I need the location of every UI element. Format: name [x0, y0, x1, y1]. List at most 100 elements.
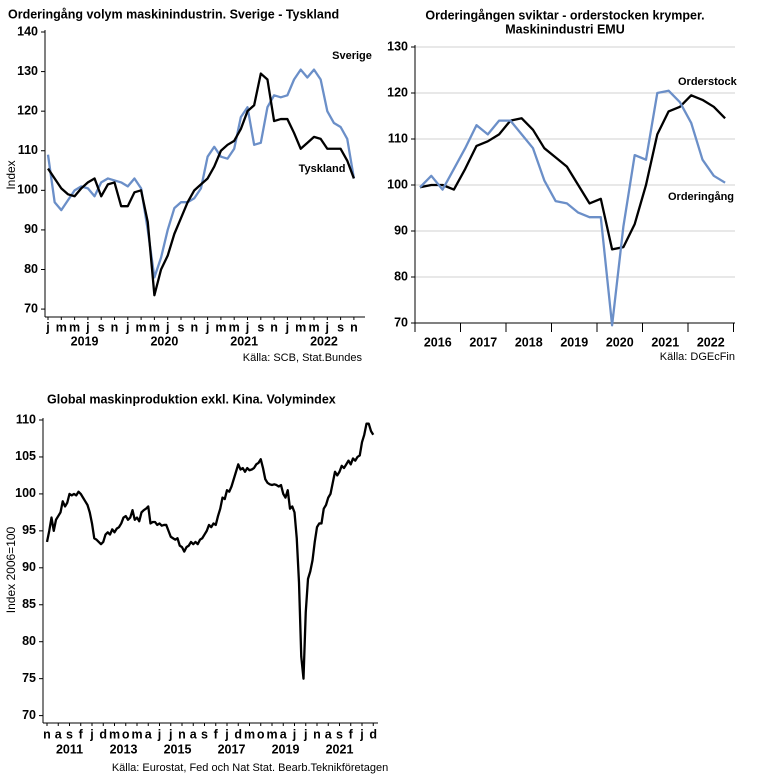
year-label: 2011	[56, 742, 83, 756]
year-label: 2018	[515, 335, 543, 349]
y-tick-label: 70	[24, 301, 38, 315]
x-tick-label: n	[350, 320, 358, 334]
y-tick-label: 100	[15, 486, 36, 500]
year-label: 2016	[424, 335, 452, 349]
y-tick-label: 100	[17, 183, 38, 197]
y-tick-label: 70	[394, 315, 408, 329]
x-tick-label: s	[201, 727, 208, 741]
x-tick-label: a	[280, 727, 288, 741]
x-tick-label: s	[336, 727, 343, 741]
x-tick-label: j	[359, 727, 363, 741]
x-tick-label: d	[234, 727, 242, 741]
year-label: 2013	[110, 742, 138, 756]
x-tick-label: j	[125, 320, 129, 334]
x-tick-label: j	[325, 320, 329, 334]
series-label: Tyskland	[299, 163, 346, 175]
series-line	[45, 422, 375, 680]
x-tick-label: j	[285, 320, 289, 334]
y-tick-label: 110	[16, 412, 36, 426]
year-label: 2017	[469, 335, 497, 349]
y-tick-label: 80	[24, 262, 38, 276]
chart-subtitle: Maskinindustri EMU	[505, 22, 624, 36]
x-tick-label: o	[122, 727, 130, 741]
y-tick-label: 90	[394, 223, 408, 237]
y-axis-label: Index 2006=100	[4, 526, 18, 613]
chart-title: Orderingången sviktar - orderstocken kry…	[425, 8, 704, 22]
source: Källa: SCB, Stat.Bundes	[243, 352, 363, 364]
x-tick-label: j	[85, 320, 89, 334]
x-tick-label: f	[79, 727, 84, 741]
y-tick-label: 110	[388, 131, 408, 145]
source: Källa: Eurostat, Fed och Nat Stat. Bearb…	[112, 762, 388, 774]
x-tick-label: a	[325, 727, 333, 741]
year-label: 2022	[697, 335, 725, 349]
x-tick-label: n	[313, 727, 321, 741]
year-label: 2021	[230, 334, 258, 348]
year-label: 2017	[218, 742, 246, 756]
y-tick-label: 80	[22, 634, 36, 648]
x-tick-label: d	[99, 727, 107, 741]
x-tick-label: f	[349, 727, 354, 741]
x-tick-label: j	[165, 320, 169, 334]
x-tick-label: j	[205, 320, 209, 334]
x-tick-label: n	[178, 727, 186, 741]
x-tick-label: n	[270, 320, 278, 334]
year-label: 2020	[150, 334, 178, 348]
y-tick-label: 75	[22, 671, 36, 685]
x-tick-label: j	[292, 727, 296, 741]
y-tick-label: 95	[22, 523, 36, 537]
x-tick-label: f	[214, 727, 219, 741]
x-tick-label: s	[257, 320, 264, 334]
x-tick-label: j	[45, 320, 49, 334]
x-tick-label: m	[266, 727, 277, 741]
x-tick-label: j	[168, 727, 172, 741]
x-tick-label: j	[89, 727, 93, 741]
x-tick-label: j	[303, 727, 307, 741]
x-tick-label: m	[295, 320, 306, 334]
y-tick-label: 130	[387, 39, 408, 53]
x-tick-label: j	[224, 727, 228, 741]
source: Källa: DGEcFin	[660, 351, 735, 363]
x-tick-label: m	[136, 320, 147, 334]
y-tick-label: 85	[22, 597, 36, 611]
x-tick-label: a	[145, 727, 153, 741]
y-tick-label: 80	[394, 269, 408, 283]
series-label: Sverige	[332, 50, 372, 62]
year-label: 2019	[71, 334, 99, 348]
y-tick-label: 120	[387, 85, 408, 99]
x-tick-label: s	[178, 320, 185, 334]
year-label: 2015	[164, 742, 192, 756]
x-tick-label: m	[215, 320, 226, 334]
y-tick-label: 140	[17, 24, 38, 38]
x-tick-label: j	[157, 727, 161, 741]
x-tick-label: n	[111, 320, 119, 334]
series-line	[419, 94, 726, 251]
year-label: 2021	[326, 742, 354, 756]
x-tick-label: m	[244, 727, 255, 741]
y-axis-label: Index	[4, 160, 18, 189]
series-line	[47, 72, 355, 297]
x-tick-label: m	[69, 320, 80, 334]
x-tick-label: j	[245, 320, 249, 334]
y-tick-label: 120	[17, 103, 38, 117]
y-tick-label: 105	[15, 449, 36, 463]
x-tick-label: s	[337, 320, 344, 334]
x-tick-label: o	[257, 727, 265, 741]
x-tick-label: m	[308, 320, 319, 334]
chart-title: Orderingång volym maskinindustrin. Sveri…	[8, 7, 339, 21]
x-tick-label: n	[43, 727, 51, 741]
y-tick-label: 130	[17, 64, 38, 78]
year-label: 2021	[651, 335, 679, 349]
x-tick-label: m	[109, 727, 120, 741]
y-tick-label: 70	[22, 708, 36, 722]
chart-title: Global maskinproduktion exkl. Kina. Voly…	[47, 392, 336, 406]
y-tick-label: 90	[24, 222, 38, 236]
year-label: 2020	[606, 335, 634, 349]
y-tick-label: 100	[387, 177, 408, 191]
series-line	[419, 89, 726, 327]
x-tick-label: n	[190, 320, 198, 334]
y-tick-label: 90	[22, 560, 36, 574]
x-tick-label: d	[369, 727, 377, 741]
